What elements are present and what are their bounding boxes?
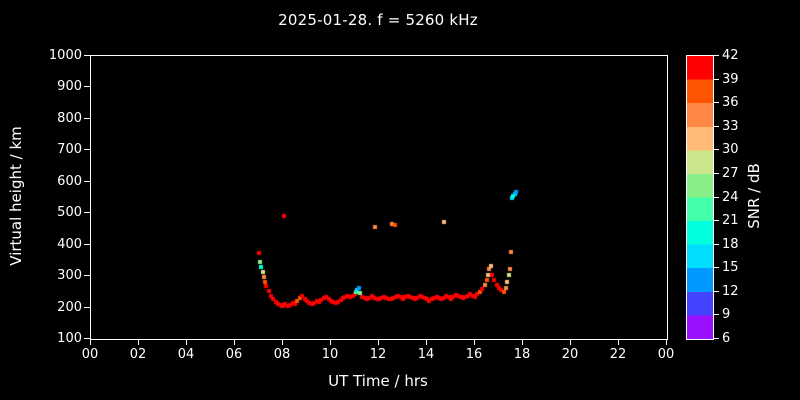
colorbar-tick-mark	[714, 267, 719, 269]
x-tick-label: 18	[513, 347, 531, 362]
y-tick-label: 900	[57, 79, 82, 95]
colorbar-tick-label: 36	[722, 95, 739, 111]
x-tick-mark	[330, 339, 331, 345]
colorbar-tick-label: 33	[722, 118, 739, 134]
x-tick-label: 16	[465, 347, 483, 362]
colorbar-tick-mark	[714, 149, 719, 151]
colorbar-tick-label: 18	[722, 236, 739, 252]
x-tick-label: 22	[609, 347, 627, 362]
x-tick-mark	[570, 339, 571, 345]
x-tick-mark	[666, 339, 667, 345]
x-tick-mark	[186, 339, 187, 345]
y-tick-label: 200	[57, 299, 82, 315]
x-tick-mark	[474, 339, 475, 345]
x-tick-label: 00	[81, 347, 99, 362]
y-tick-mark	[84, 117, 90, 119]
y-tick-label: 600	[57, 173, 82, 189]
y-tick-mark	[84, 86, 90, 88]
y-tick-label: 500	[57, 205, 82, 221]
colorbar-tick-label: 21	[722, 213, 739, 229]
x-tick-label: 08	[273, 347, 291, 362]
colorbar-tick-label: 12	[722, 283, 739, 299]
x-tick-mark	[522, 339, 523, 345]
x-tick-mark	[138, 339, 139, 345]
colorbar-tick-label: 39	[722, 71, 739, 87]
colorbar-tick-label: 24	[722, 189, 739, 205]
colorbar-tick-mark	[714, 196, 719, 198]
x-tick-label: 00	[657, 347, 675, 362]
y-tick-mark	[84, 306, 90, 308]
colorbar-tick-label: 27	[722, 165, 739, 181]
y-tick-label: 700	[57, 142, 82, 158]
x-tick-label: 06	[225, 347, 243, 362]
colorbar-tick-label: 9	[722, 307, 731, 323]
x-tick-label: 12	[369, 347, 387, 362]
colorbar-tick-mark	[714, 338, 719, 339]
colorbar-tick-mark	[714, 314, 719, 316]
colorbar-title: SNR / dB	[745, 163, 763, 229]
x-tick-mark	[378, 339, 379, 345]
x-tick-label: 10	[321, 347, 339, 362]
x-tick-label: 20	[561, 347, 579, 362]
y-tick-label: 800	[57, 110, 82, 126]
colorbar-tick-mark	[714, 243, 719, 245]
y-tick-mark	[84, 212, 90, 214]
x-tick-mark	[282, 339, 283, 345]
y-tick-mark	[84, 149, 90, 151]
y-tick-mark	[84, 180, 90, 182]
x-axis-title: UT Time / hrs	[328, 372, 428, 390]
colorbar-tick-mark	[714, 290, 719, 292]
x-tick-label: 04	[177, 347, 195, 362]
y-tick-mark	[84, 243, 90, 245]
scatter-canvas	[91, 56, 667, 339]
colorbar-tick-label: 6	[722, 331, 731, 346]
colorbar-tick-label: 15	[722, 260, 739, 276]
colorbar	[686, 55, 714, 340]
colorbar-tick-mark	[714, 102, 719, 104]
colorbar-tick-label: 42	[722, 48, 739, 63]
colorbar-tick-label: 30	[722, 142, 739, 158]
chart-title: 2025-01-28. f = 5260 kHz	[278, 11, 478, 29]
y-tick-label: 300	[57, 268, 82, 284]
y-tick-mark	[84, 338, 90, 339]
x-tick-label: 14	[417, 347, 435, 362]
colorbar-tick-mark	[714, 125, 719, 127]
y-tick-label: 100	[57, 331, 82, 346]
y-tick-mark	[84, 55, 90, 56]
y-tick-label: 400	[57, 236, 82, 252]
colorbar-tick-mark	[714, 78, 719, 80]
x-tick-mark	[90, 339, 91, 345]
x-tick-mark	[234, 339, 235, 345]
y-tick-mark	[84, 275, 90, 277]
x-tick-mark	[426, 339, 427, 345]
colorbar-tick-mark	[714, 55, 719, 56]
x-tick-mark	[618, 339, 619, 345]
x-tick-label: 02	[129, 347, 147, 362]
plot-area	[90, 55, 668, 340]
y-tick-label: 1000	[48, 48, 82, 63]
colorbar-tick-mark	[714, 172, 719, 174]
colorbar-tick-mark	[714, 220, 719, 222]
